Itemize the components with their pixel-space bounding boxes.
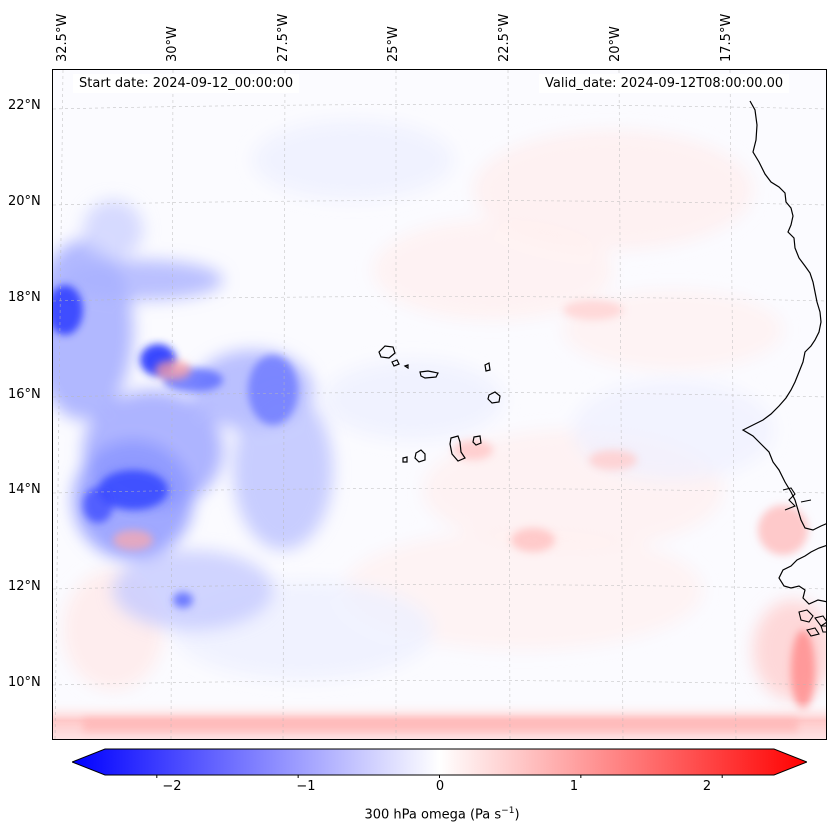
africa-coastline-south — [778, 545, 826, 605]
field-positive-region — [113, 300, 815, 710]
cape-verde-islands — [378, 345, 501, 463]
lon-label-27-5w: 27.5°W — [276, 13, 291, 62]
graticule — [53, 70, 826, 739]
colorbar — [72, 748, 807, 778]
bissagos-islands — [798, 609, 826, 637]
omega-field-svg — [53, 70, 826, 739]
lat-label-20n: 20°N — [8, 194, 41, 209]
field-negative-region — [53, 200, 333, 630]
colorbar-body — [72, 748, 807, 776]
lon-label-22-5w: 22.5°W — [497, 13, 512, 62]
gambia-estuary — [782, 487, 812, 511]
lon-label-25w: 25°W — [386, 26, 401, 62]
colorbar-label-suffix: ) — [514, 807, 520, 823]
colorbar-tick-minus1: −1 — [296, 779, 316, 794]
lat-label-12n: 12°N — [8, 579, 41, 594]
colorbar-label: 300 hPa omega (Pa s−1) — [0, 806, 837, 822]
colorbar-tick-1: 1 — [569, 779, 579, 794]
colorbar-tick-2: 2 — [702, 779, 712, 794]
lat-label-22n: 22°N — [8, 98, 41, 113]
omega-map — [52, 69, 827, 740]
start-date-label: Start date: 2024-09-12_00:00:00 — [73, 74, 300, 93]
colorbar-label-prefix: 300 hPa omega (Pa s — [364, 807, 502, 823]
lon-label-32-5w: 32.5°W — [55, 13, 70, 62]
lat-label-14n: 14°N — [8, 482, 41, 497]
lon-label-17-5w: 17.5°W — [719, 13, 734, 62]
lat-label-18n: 18°N — [8, 290, 41, 305]
valid-date-label: Valid_date: 2024-09-12T08:00:00.00 — [539, 74, 790, 93]
colorbar-tick-0: 0 — [435, 779, 445, 794]
lon-label-20w: 20°W — [608, 26, 623, 62]
colorbar-tick-minus2: −2 — [162, 779, 182, 794]
lon-label-30w: 30°W — [165, 26, 180, 62]
field-bottom-band-core — [83, 718, 798, 732]
colorbar-label-exponent: −1 — [501, 806, 515, 816]
lat-label-16n: 16°N — [8, 387, 41, 402]
field-strong-negative — [53, 285, 298, 608]
lat-label-10n: 10°N — [8, 675, 41, 690]
africa-coastline — [741, 100, 826, 531]
